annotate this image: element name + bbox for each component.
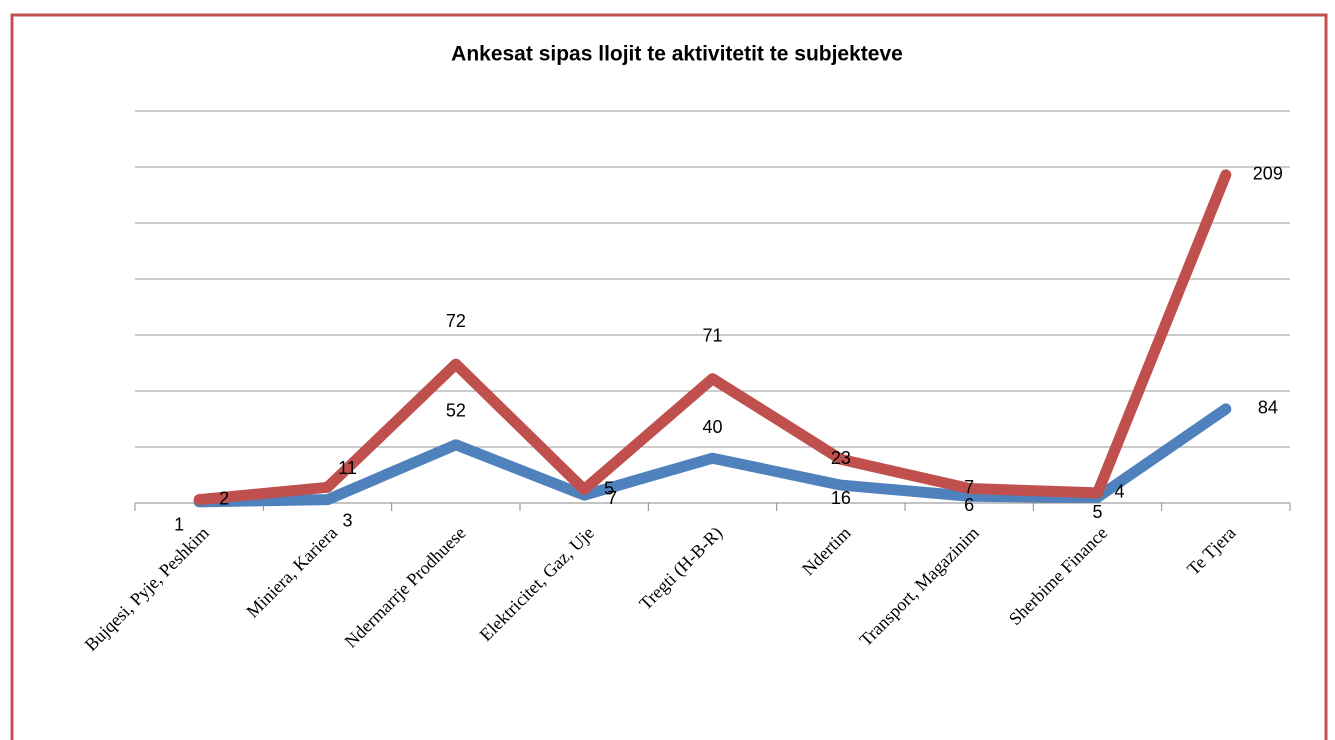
x-tick-label: Elektricitet, Gaz, Uje <box>476 523 598 645</box>
frame <box>10 13 1328 740</box>
data-label: 71 <box>702 325 722 345</box>
data-label: 209 <box>1253 164 1283 184</box>
x-tick-label: Tregti (H-B-R) <box>635 523 727 615</box>
x-tick-label: Ndermarrje Prodhuese <box>341 523 470 652</box>
data-label: 7 <box>607 488 617 508</box>
data-label: 2 <box>219 488 229 508</box>
data-label: 3 <box>342 510 352 530</box>
line-series <box>193 169 1232 506</box>
x-tick-label: Miniera, Kariera <box>242 523 341 622</box>
data-label: 4 <box>1114 482 1124 502</box>
x-tick-label: Te Tjera <box>1183 523 1239 579</box>
x-tick-label: Ndertim <box>798 523 855 580</box>
data-label: 1 <box>174 515 184 535</box>
x-tick-label: Sherbime Finance <box>1005 523 1111 629</box>
data-label: 7 <box>964 477 974 497</box>
data-label: 6 <box>964 495 974 515</box>
data-label: 84 <box>1258 398 1278 418</box>
data-label: 40 <box>702 417 722 437</box>
data-label: 11 <box>338 458 357 478</box>
data-label: 23 <box>831 448 851 468</box>
line-series <box>193 403 1232 508</box>
x-tick-label: Bujqesi, Pyje, Peshkim <box>81 523 213 655</box>
data-label: 5 <box>1092 502 1102 522</box>
data-label: 72 <box>446 311 466 331</box>
data-label: 52 <box>446 401 466 421</box>
x-tick-label: Transport, Magazinim <box>855 523 983 651</box>
chart-title: Ankesat sipas llojit te aktivitetit te s… <box>451 43 903 66</box>
data-label: 16 <box>831 488 851 508</box>
data-label: 5 <box>604 478 614 498</box>
